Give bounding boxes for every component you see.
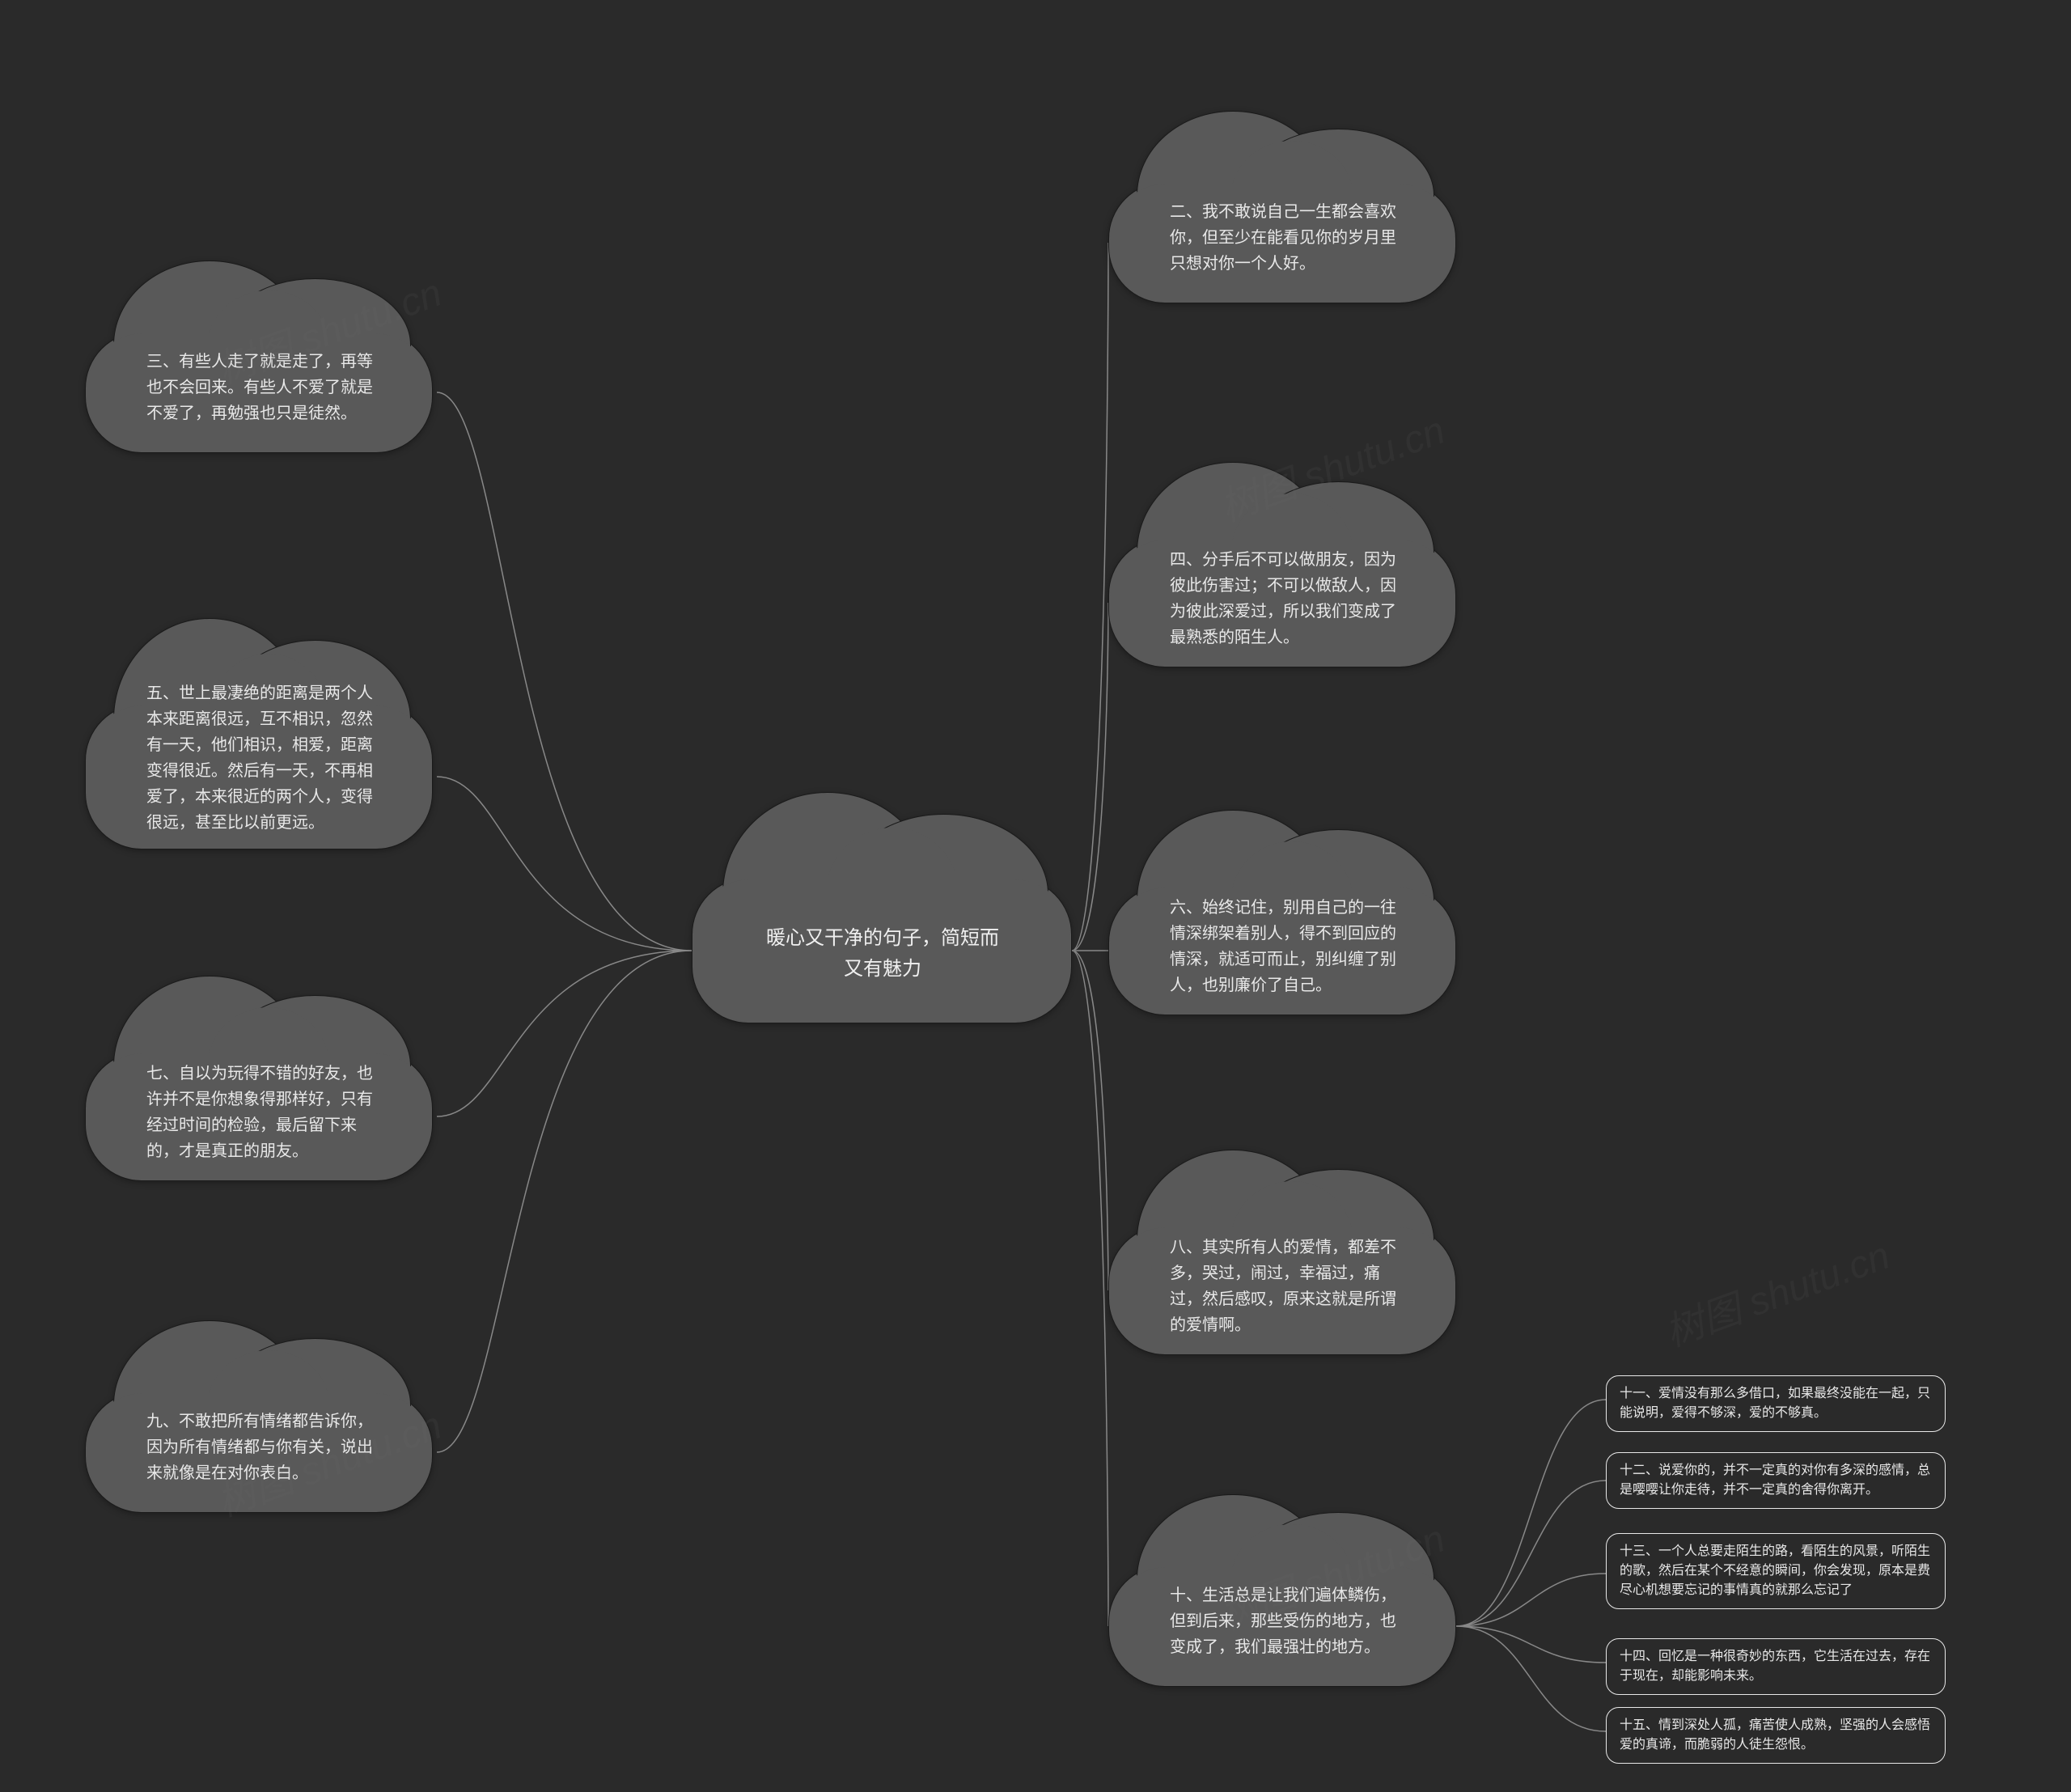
sub-node-s14[interactable]: 十四、回忆是一种很奇妙的东西，它生活在过去，存在于现在，却能影响未来。 bbox=[1606, 1638, 1946, 1695]
sub-node-text: 十三、一个人总要走陌生的路，看陌生的风景，听陌生的歌，然后在某个不经意的瞬间，你… bbox=[1620, 1544, 1930, 1597]
sub-node-s11[interactable]: 十一、爱情没有那么多借口，如果最终没能在一起，只能说明，爱得不够深，爱的不够真。 bbox=[1606, 1375, 1946, 1432]
cloud-text: 暖心又干净的句子，简短而又有魅力 bbox=[741, 923, 1024, 985]
cloud-text: 七、自以为玩得不错的好友，也许并不是你想象得那样好，只有经过时间的检验，最后留下… bbox=[130, 1061, 389, 1164]
cloud-node-n2[interactable]: 二、我不敢说自己一生都会喜欢你，但至少在能看见你的岁月里只想对你一个人好。 bbox=[1108, 182, 1456, 303]
cloud-text: 二、我不敢说自己一生都会喜欢你，但至少在能看见你的岁月里只想对你一个人好。 bbox=[1154, 199, 1412, 277]
sub-node-text: 十二、说爱你的，并不一定真的对你有多深的感情，总是嘤嘤让你走待，并不一定真的舍得… bbox=[1620, 1464, 1930, 1497]
sub-node-s15[interactable]: 十五、情到深处人孤，痛苦使人成熟，坚强的人会感悟爱的真谛，而脆弱的人徒生怨恨。 bbox=[1606, 1707, 1946, 1764]
cloud-node-center[interactable]: 暖心又干净的句子，简短而又有魅力 bbox=[692, 878, 1072, 1023]
sub-node-text: 十一、爱情没有那么多借口，如果最终没能在一起，只能说明，爱得不够深，爱的不够真。 bbox=[1620, 1387, 1930, 1420]
cloud-node-n7[interactable]: 七、自以为玩得不错的好友，也许并不是你想象得那样好，只有经过时间的检验，最后留下… bbox=[85, 1052, 433, 1181]
cloud-node-n8[interactable]: 八、其实所有人的爱情，都差不多，哭过，闹过，幸福过，痛过，然后感叹，原来这就是所… bbox=[1108, 1226, 1456, 1355]
cloud-node-n6[interactable]: 六、始终记住，别用自己的一往情深绑架着别人，得不到回应的情深，就适可而止，别纠缠… bbox=[1108, 886, 1456, 1015]
cloud-node-n3[interactable]: 三、有些人走了就是走了，再等也不会回来。有些人不爱了就是不爱了，再勉强也只是徒然… bbox=[85, 332, 433, 453]
watermark: 树图 shutu.cn bbox=[1656, 1223, 1896, 1357]
sub-node-s12[interactable]: 十二、说爱你的，并不一定真的对你有多深的感情，总是嘤嘤让你走待，并不一定真的舍得… bbox=[1606, 1452, 1946, 1509]
cloud-text: 九、不敢把所有情绪都告诉你，因为所有情绪都与你有关，说出来就像是在对你表白。 bbox=[130, 1409, 389, 1486]
cloud-text: 五、世上最凄绝的距离是两个人本来距离很远，互不相识，忽然有一天，他们相识，相爱，… bbox=[130, 680, 389, 836]
sub-node-s13[interactable]: 十三、一个人总要走陌生的路，看陌生的风景，听陌生的歌，然后在某个不经意的瞬间，你… bbox=[1606, 1533, 1946, 1609]
cloud-node-n10[interactable]: 十、生活总是让我们遍体鳞伤，但到后来，那些受伤的地方，也变成了，我们最强壮的地方… bbox=[1108, 1565, 1456, 1687]
sub-node-text: 十四、回忆是一种很奇妙的东西，它生活在过去，存在于现在，却能影响未来。 bbox=[1620, 1650, 1930, 1683]
cloud-node-n4[interactable]: 四、分手后不可以做朋友，因为彼此伤害过；不可以做敌人，因为彼此深爱过，所以我们变… bbox=[1108, 538, 1456, 667]
cloud-text: 八、其实所有人的爱情，都差不多，哭过，闹过，幸福过，痛过，然后感叹，原来这就是所… bbox=[1154, 1235, 1412, 1338]
cloud-node-n5[interactable]: 五、世上最凄绝的距离是两个人本来距离很远，互不相识，忽然有一天，他们相识，相爱，… bbox=[85, 704, 433, 849]
cloud-text: 四、分手后不可以做朋友，因为彼此伤害过；不可以做敌人，因为彼此深爱过，所以我们变… bbox=[1154, 547, 1412, 650]
sub-node-text: 十五、情到深处人孤，痛苦使人成熟，坚强的人会感悟爱的真谛，而脆弱的人徒生怨恨。 bbox=[1620, 1718, 1930, 1752]
cloud-text: 六、始终记住，别用自己的一往情深绑架着别人，得不到回应的情深，就适可而止，别纠缠… bbox=[1154, 895, 1412, 998]
cloud-text: 三、有些人走了就是走了，再等也不会回来。有些人不爱了就是不爱了，再勉强也只是徒然… bbox=[130, 349, 389, 426]
cloud-text: 十、生活总是让我们遍体鳞伤，但到后来，那些受伤的地方，也变成了，我们最强壮的地方… bbox=[1154, 1582, 1412, 1660]
cloud-node-n9[interactable]: 九、不敢把所有情绪都告诉你，因为所有情绪都与你有关，说出来就像是在对你表白。 bbox=[85, 1392, 433, 1513]
